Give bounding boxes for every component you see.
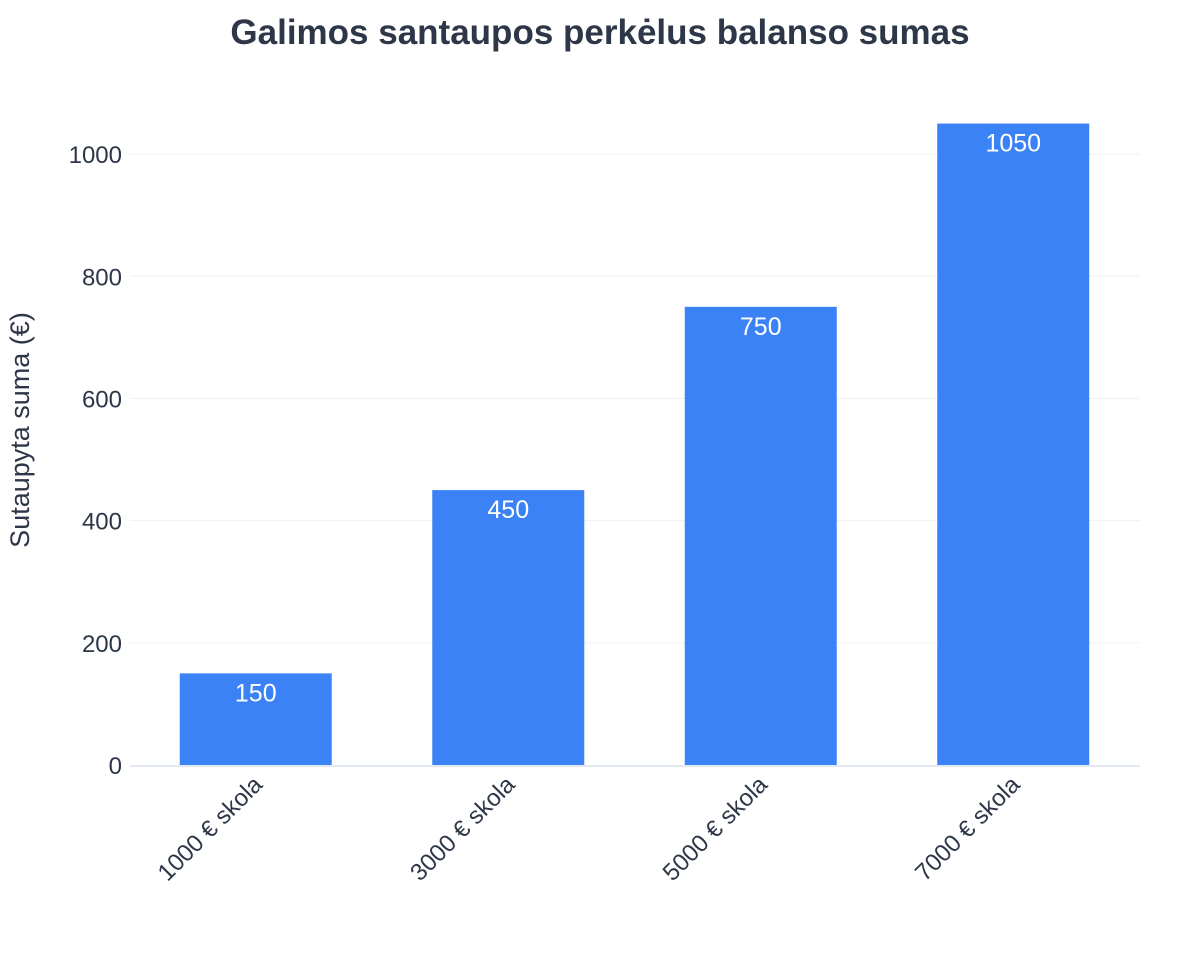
y-tick-label: 600 <box>82 386 122 413</box>
y-tick-label: 200 <box>82 631 122 658</box>
y-tick-label: 800 <box>82 264 122 291</box>
bar-value-label: 450 <box>487 496 529 524</box>
x-tick-label: 3000 € skola <box>405 771 521 887</box>
bar <box>937 123 1090 766</box>
y-tick-label: 400 <box>82 509 122 536</box>
y-axis-title: Sutaupyta suma (€) <box>5 312 35 548</box>
x-tick-label: 5000 € skola <box>658 771 774 887</box>
bar-value-label: 1050 <box>985 130 1041 158</box>
bar-value-label: 150 <box>235 679 277 707</box>
y-tick-label: 0 <box>109 753 122 780</box>
bars <box>179 123 1090 766</box>
bar <box>684 306 837 765</box>
y-tick-label: 1000 <box>69 142 122 169</box>
bar-value-label: 750 <box>740 313 782 341</box>
bar <box>179 673 332 765</box>
bar <box>432 490 585 765</box>
x-tick-label: 7000 € skola <box>910 771 1026 887</box>
x-tick-label: 1000 € skola <box>153 771 269 887</box>
y-axis-ticks: 0 200 400 600 800 1000 <box>69 142 122 780</box>
chart-title: Galimos santaupos perkėlus balanso sumas <box>230 13 969 52</box>
x-axis-ticks: 1000 € skola 3000 € skola 5000 € skola 7000… <box>153 771 1026 887</box>
bar-value-labels: 150 450 750 1050 <box>235 130 1041 708</box>
